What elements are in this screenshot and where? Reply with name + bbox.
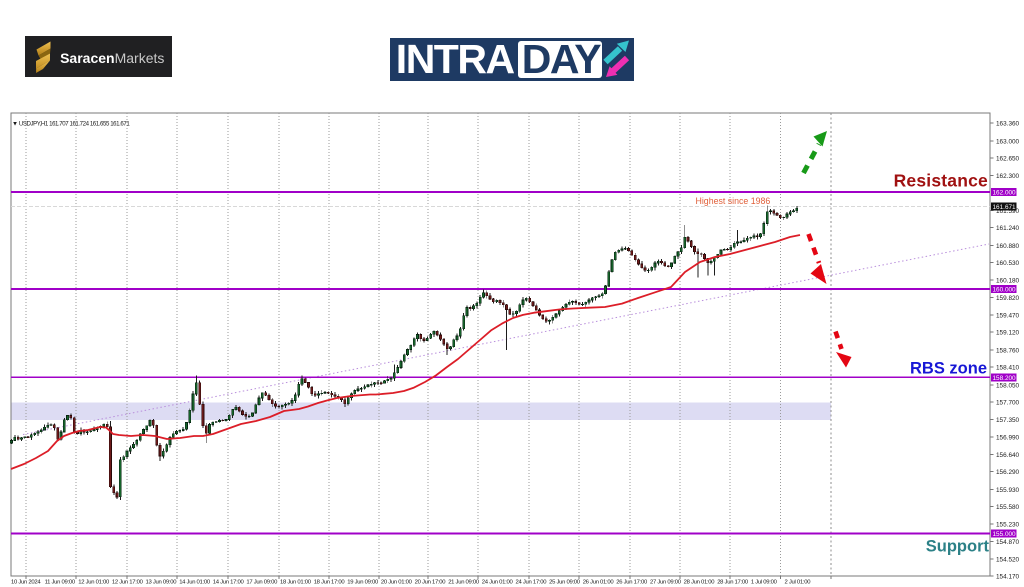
svg-text:155.000: 155.000: [993, 531, 1017, 538]
svg-text:18 Jun 17:00: 18 Jun 17:00: [314, 580, 346, 586]
svg-text:160.000: 160.000: [993, 286, 1017, 293]
svg-text:154.520: 154.520: [996, 556, 1020, 563]
svg-text:21 Jun 09:00: 21 Jun 09:00: [448, 580, 480, 586]
svg-text:157.350: 157.350: [996, 417, 1020, 424]
svg-text:156.990: 156.990: [996, 435, 1020, 442]
svg-text:24 Jun 17:00: 24 Jun 17:00: [516, 580, 548, 586]
svg-text:159.820: 159.820: [996, 295, 1020, 302]
svg-text:160.530: 160.530: [996, 260, 1020, 267]
svg-text:162.650: 162.650: [996, 156, 1020, 163]
svg-text:156.290: 156.290: [996, 469, 1020, 476]
svg-text:13 Jun 09:00: 13 Jun 09:00: [146, 580, 178, 586]
svg-text:155.930: 155.930: [996, 487, 1020, 494]
svg-text:18 Jun 01:00: 18 Jun 01:00: [280, 580, 312, 586]
svg-text:158.050: 158.050: [996, 382, 1020, 389]
svg-text:25 Jun 09:00: 25 Jun 09:00: [549, 580, 581, 586]
svg-text:19 Jun 09:00: 19 Jun 09:00: [347, 580, 379, 586]
svg-text:17 Jun 09:00: 17 Jun 09:00: [246, 580, 278, 586]
svg-text:159.470: 159.470: [996, 312, 1020, 319]
svg-text:RBS zone: RBS zone: [910, 360, 987, 378]
svg-text:161.240: 161.240: [996, 225, 1020, 232]
svg-text:26 Jun 01:00: 26 Jun 01:00: [583, 580, 615, 586]
svg-text:24 Jun 01:00: 24 Jun 01:00: [482, 580, 514, 586]
svg-text:12 Jun 17:00: 12 Jun 17:00: [112, 580, 144, 586]
svg-text:▼ USDJPY,H1 161.707 161.724 1: ▼ USDJPY,H1 161.707 161.724 161.655 161.…: [12, 120, 130, 127]
svg-text:160.880: 160.880: [996, 243, 1020, 250]
svg-text:159.120: 159.120: [996, 330, 1020, 337]
svg-text:20 Jun 01:00: 20 Jun 01:00: [381, 580, 413, 586]
svg-text:28 Jun 17:00: 28 Jun 17:00: [717, 580, 749, 586]
svg-text:155.580: 155.580: [996, 504, 1020, 511]
svg-text:Resistance: Resistance: [894, 171, 988, 191]
svg-text:163.360: 163.360: [996, 121, 1020, 128]
svg-text:158.200: 158.200: [993, 375, 1017, 382]
svg-text:10 Jun 2024: 10 Jun 2024: [11, 580, 41, 586]
svg-text:Support: Support: [926, 538, 990, 556]
svg-text:162.000: 162.000: [993, 190, 1017, 197]
svg-text:163.000: 163.000: [996, 138, 1020, 145]
svg-text:20 Jun 17:00: 20 Jun 17:00: [415, 580, 447, 586]
svg-text:12 Jun 01:00: 12 Jun 01:00: [78, 580, 110, 586]
svg-text:155.230: 155.230: [996, 521, 1020, 528]
svg-text:162.300: 162.300: [996, 173, 1020, 180]
svg-text:154.870: 154.870: [996, 539, 1020, 546]
svg-text:26 Jun 17:00: 26 Jun 17:00: [616, 580, 648, 586]
svg-text:161.590: 161.590: [996, 208, 1020, 215]
svg-text:14 Jun 01:00: 14 Jun 01:00: [179, 580, 211, 586]
svg-text:Highest since 1986: Highest since 1986: [696, 196, 771, 206]
svg-text:2 Jul 01:00: 2 Jul 01:00: [785, 580, 812, 586]
svg-text:156.640: 156.640: [996, 452, 1020, 459]
svg-text:161.671: 161.671: [993, 204, 1017, 211]
svg-text:158.760: 158.760: [996, 347, 1020, 354]
svg-text:11 Jun 09:00: 11 Jun 09:00: [45, 580, 76, 586]
svg-text:154.170: 154.170: [996, 574, 1020, 581]
svg-text:157.700: 157.700: [996, 400, 1020, 407]
svg-text:27 Jun 09:00: 27 Jun 09:00: [650, 580, 682, 586]
svg-text:1 Jul 09:00: 1 Jul 09:00: [751, 580, 778, 586]
svg-text:14 Jun 17:00: 14 Jun 17:00: [213, 580, 245, 586]
svg-text:28 Jun 01:00: 28 Jun 01:00: [684, 580, 716, 586]
svg-text:158.410: 158.410: [996, 365, 1020, 372]
svg-text:160.180: 160.180: [996, 277, 1020, 284]
